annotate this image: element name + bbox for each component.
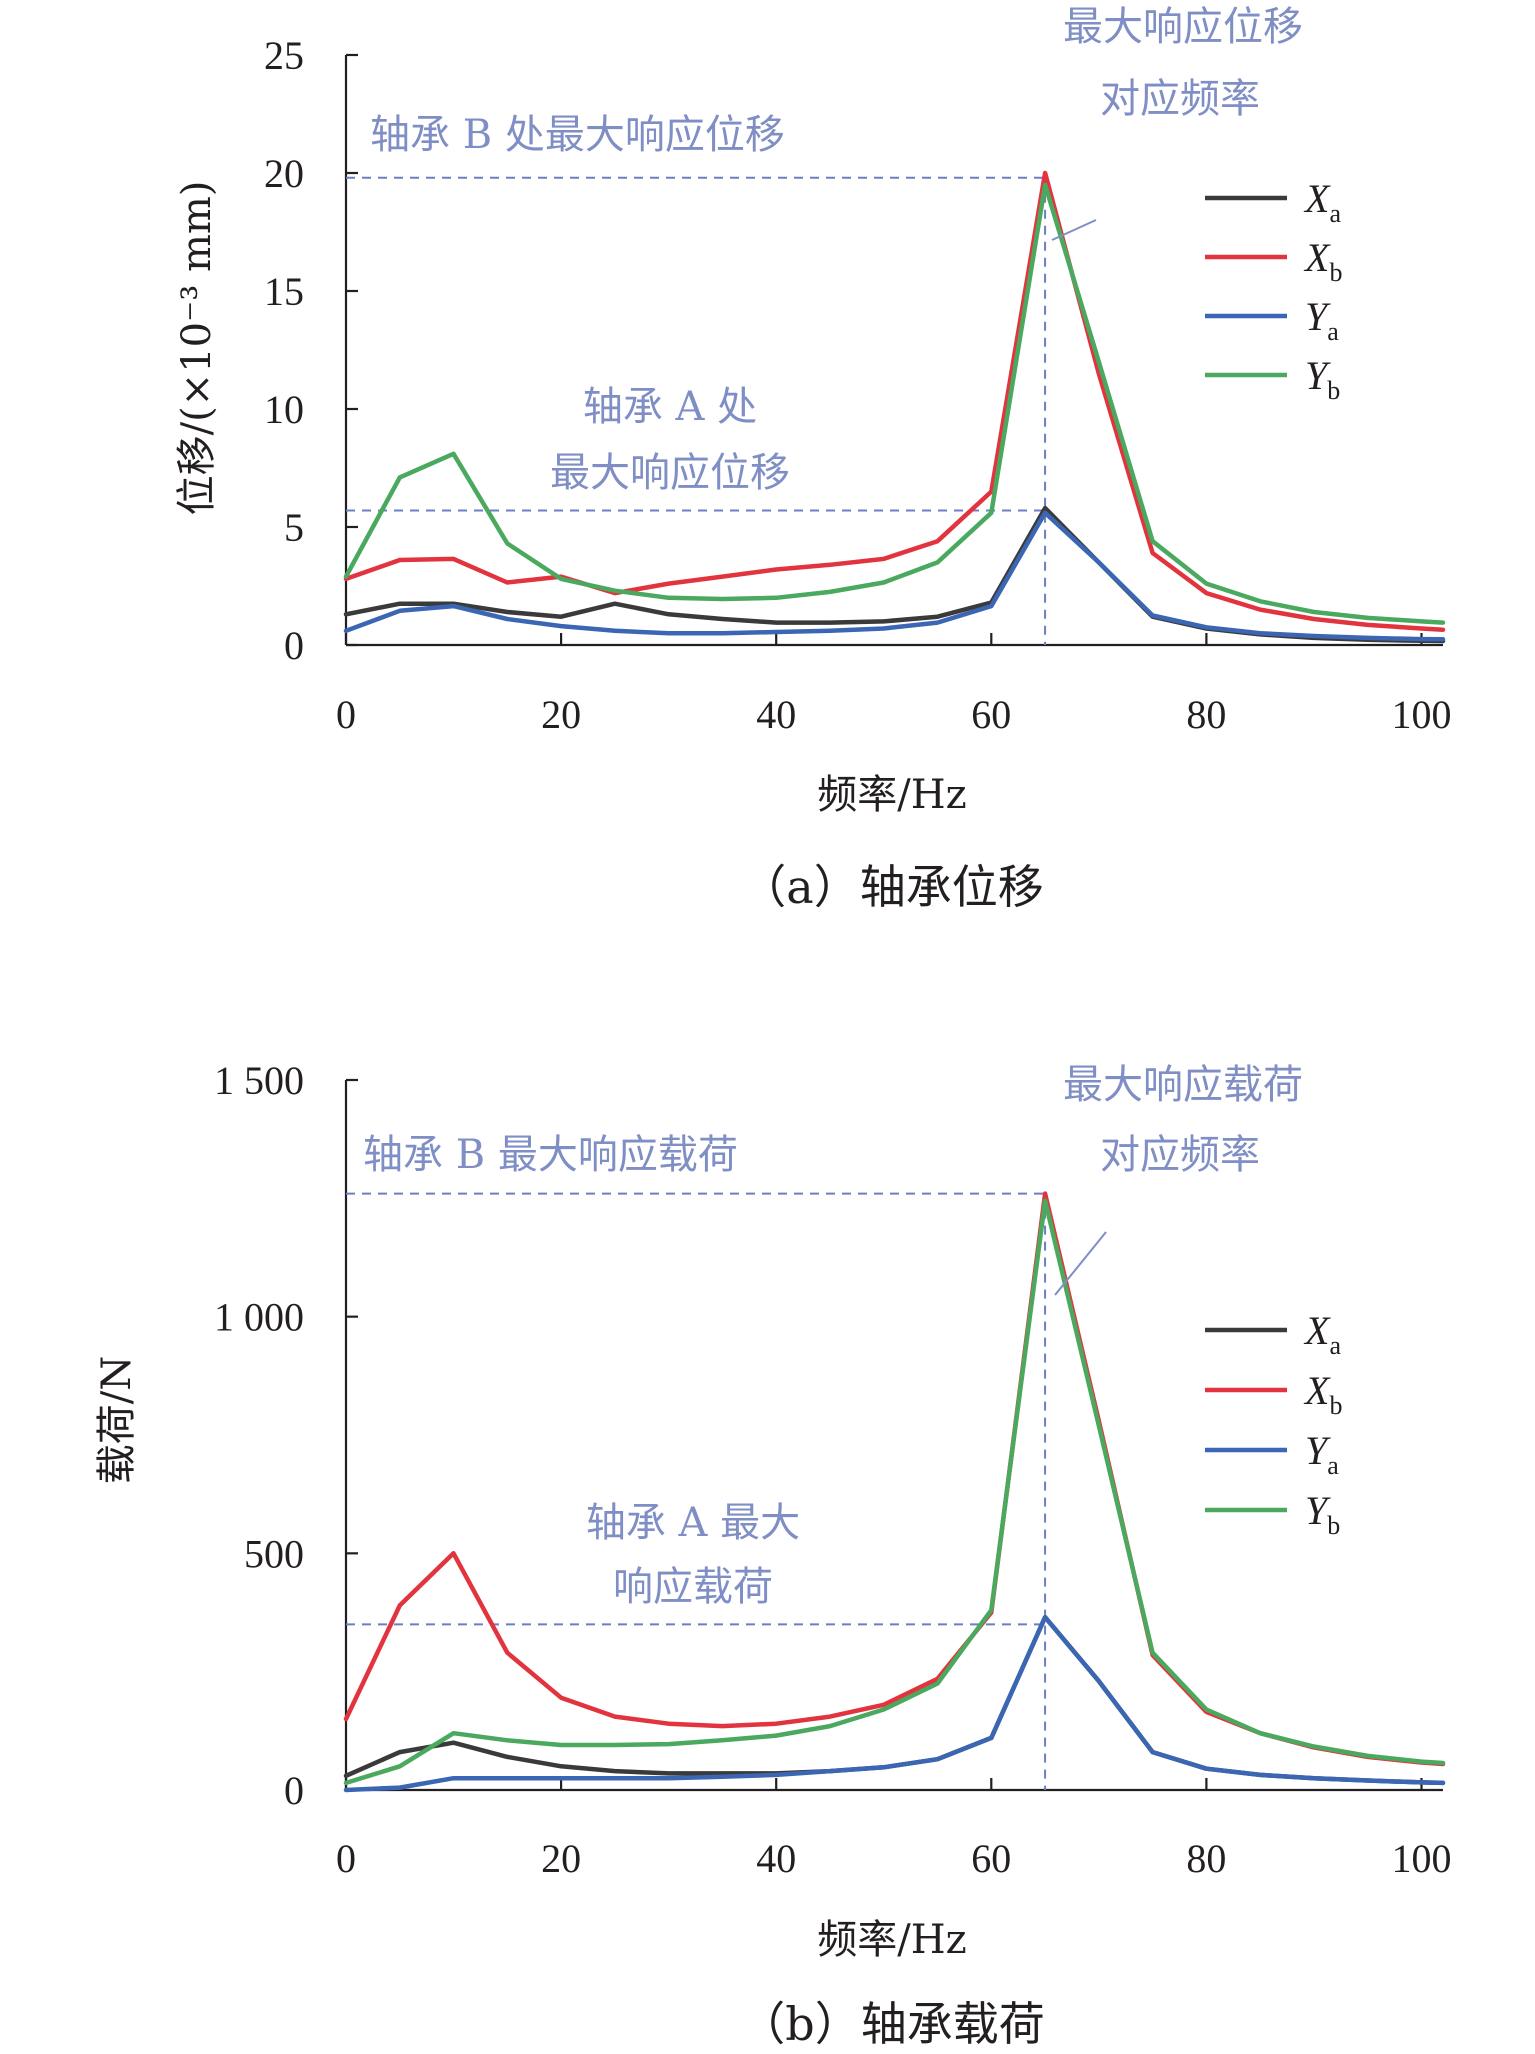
panel-a-annotation-bearing-a: 最大响应位移 [550,450,790,496]
panel-b: 载荷/N 频率/Hz （b）轴承载荷 0 500 1 000 1 500 0 20 40 60… [94,1058,1451,2051]
panel-b-annotation-bearing-a: 响应载荷 [613,1564,773,1610]
panel-a-x-axis-label: 频率/Hz [817,772,966,818]
panel-b-legend-label: Xb [1303,1368,1342,1420]
panel-a-legend-label: Yb [1305,353,1340,405]
panel-b-series-ya [343,1614,1446,1793]
panel-a-y-tick-label: 5 [284,505,304,550]
panel-b-y-axis-title: 载荷/N [94,1356,140,1484]
panel-a-y-tick-label: 20 [264,151,304,196]
panel-a-legend-label: Ya [1305,294,1339,346]
panel-b-annotation-peak-frequency: 最大响应载荷 [1063,1062,1303,1108]
panel-b-y-tick-label: 500 [244,1531,304,1576]
panel-a-series-xb [343,170,1446,632]
panel-b-x-tick-label: 20 [541,1836,581,1881]
panel-a-y-tick-label: 15 [264,269,304,314]
panel-a-annotation-peak-frequency: 最大响应位移 [1063,4,1303,50]
panel-a-x-tick-label: 60 [971,692,1011,737]
panel-b-y-tick-label: 1 500 [214,1058,304,1103]
panel-b-legend-label: Xa [1303,1308,1341,1360]
panel-b-legend-label: Yb [1305,1488,1340,1540]
panel-a-x-tick-label: 40 [756,692,796,737]
panel-b-x-tick-label: 100 [1391,1836,1451,1881]
panel-b-x-tick-label: 0 [336,1836,356,1881]
panel-b-x-tick-label: 40 [756,1836,796,1881]
panel-a-y-axis-title: 位移/(×10⁻³ mm) [174,181,220,516]
panel-b-y-tick-label: 1 000 [214,1295,304,1340]
panel-a-x-tick-label: 0 [336,692,356,737]
panel-a-y-tick-label: 25 [264,33,304,78]
panel-a-series-yb [343,182,1446,625]
panel-b-annotation-leader [1054,1231,1107,1296]
panel-b-y-tick-label: 0 [284,1768,304,1813]
panel-a-annotation-bearing-b: 轴承 B 处最大响应位移 [370,112,785,158]
panel-a-legend-label: Xb [1303,235,1342,287]
panel-a-annotation-leader [1051,219,1097,241]
panel-a: 位移/(×10⁻³ mm) 频率/Hz （a）轴承位移 0 5 10 15 20 25 0 2… [174,4,1451,914]
panel-b-annotation-bearing-a: 轴承 A 最大 [586,1500,800,1546]
panel-a-x-tick-label: 100 [1391,692,1451,737]
panel-a-x-tick-label: 80 [1186,692,1226,737]
panel-a-x-tick-label: 20 [541,692,581,737]
panel-b-x-tick-label: 80 [1186,1836,1226,1881]
panel-b-annotation-bearing-b: 轴承 B 最大响应载荷 [363,1132,738,1178]
panel-a-y-axis-label: 位移/(×10⁻³ mm) [174,181,220,516]
panel-a-series-ya [343,510,1446,642]
panel-a-y-tick-label: 10 [264,387,304,432]
panel-a-y-tick-label: 0 [284,623,304,668]
panel-b-legend-label: Ya [1305,1428,1339,1480]
panel-b-y-axis-label: 载荷/N [94,1356,140,1484]
panel-a-annotation-peak-frequency: 对应频率 [1100,76,1260,122]
panel-a-caption: （a）轴承位移 [740,860,1043,914]
panel-a-annotation-bearing-a: 轴承 A 处 [583,384,757,430]
panel-b-series-yb [343,1198,1446,1786]
panel-a-legend-label: Xa [1303,176,1341,228]
panel-b-caption: （b）轴承载荷 [739,1997,1044,2051]
panel-b-x-tick-label: 60 [971,1836,1011,1881]
panel-b-x-axis-label: 频率/Hz [817,1917,966,1963]
panel-b-annotation-peak-frequency: 对应频率 [1100,1132,1260,1178]
panel-b-series-xb [343,1191,1446,1767]
